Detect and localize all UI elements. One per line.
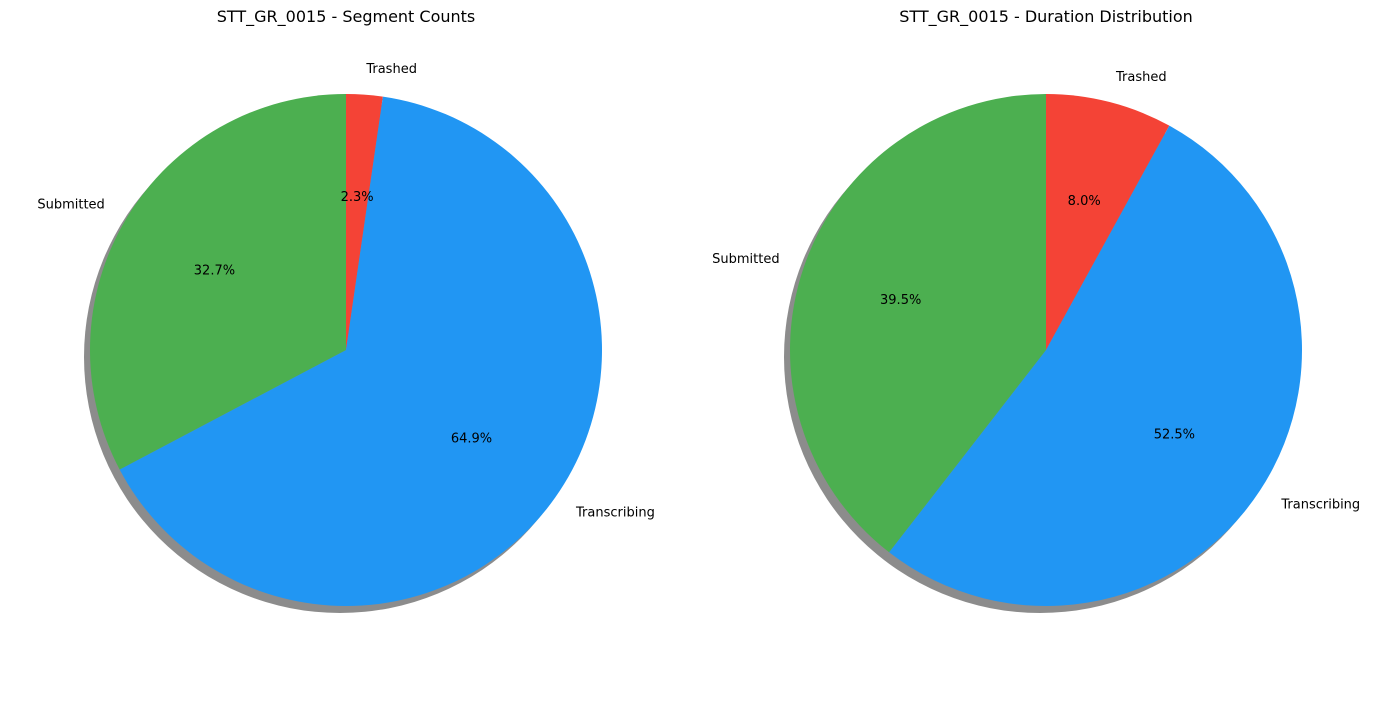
- slice-label: Transcribing: [575, 505, 655, 520]
- slice-label: Transcribing: [1280, 498, 1360, 513]
- chart-title: STT_GR_0015 - Duration Distribution: [899, 7, 1193, 27]
- pie-slice-submitted: [790, 94, 1046, 553]
- pie-chart-segment-counts: STT_GR_0015 - Segment Counts Trashed 2.3%…: [37, 7, 655, 613]
- slice-label: Trashed: [365, 62, 417, 77]
- slice-label: Submitted: [712, 252, 779, 267]
- pie-chart-duration-distribution: STT_GR_0015 - Duration Distribution Tras…: [712, 7, 1360, 613]
- slice-percent-label: 32.7%: [194, 264, 235, 279]
- chart-title: STT_GR_0015 - Segment Counts: [217, 7, 476, 27]
- slice-percent-label: 8.0%: [1068, 194, 1101, 209]
- slice-percent-label: 64.9%: [451, 432, 492, 447]
- pie-slice-submitted: [90, 94, 346, 470]
- slice-percent-label: 2.3%: [341, 190, 374, 205]
- slice-label: Trashed: [1115, 70, 1167, 85]
- pie-slice-transcribing: [889, 125, 1302, 606]
- slice-percent-label: 39.5%: [880, 293, 921, 308]
- pie-slice-trashed: [346, 94, 383, 350]
- slice-label: Submitted: [37, 198, 104, 213]
- pie-slice-trashed: [1046, 94, 1170, 350]
- slice-percent-label: 52.5%: [1154, 427, 1195, 442]
- pie-slice-transcribing: [119, 96, 603, 606]
